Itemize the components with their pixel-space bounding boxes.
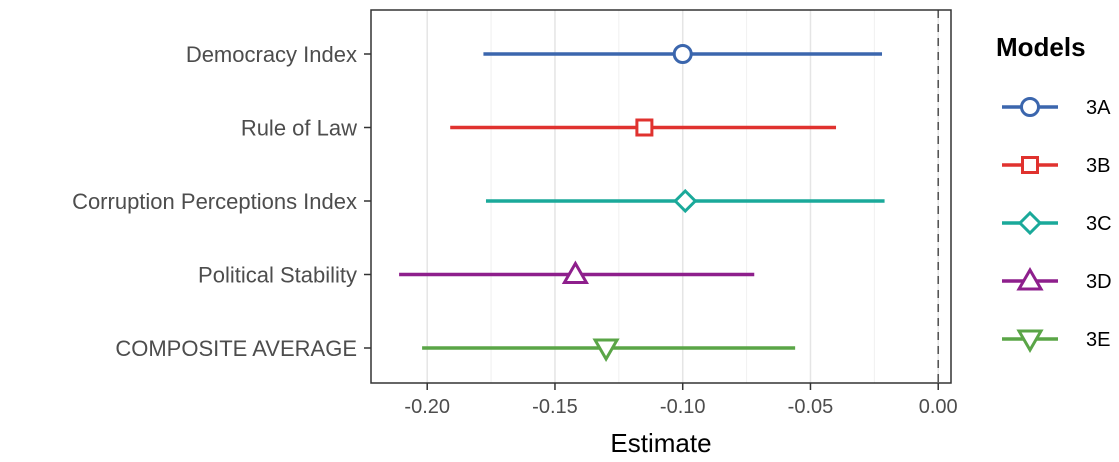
legend-key-marker <box>1017 210 1043 236</box>
series-3b <box>450 118 837 137</box>
y-tick-label: Political Stability <box>198 263 357 288</box>
x-tick-label: -0.05 <box>788 396 834 418</box>
legend-item-3b: 3B <box>1002 155 1110 177</box>
y-tick-label: Corruption Perceptions Index <box>72 189 357 214</box>
y-tick-label: Democracy Index <box>186 42 357 67</box>
legend-label: 3D <box>1086 271 1112 293</box>
series-3d <box>399 260 755 284</box>
legend-item-3d: 3D <box>1002 267 1112 293</box>
legend-label: 3A <box>1086 97 1111 119</box>
series-3a <box>483 44 883 64</box>
plot-panel-border <box>370 9 952 384</box>
legend-key-marker <box>1016 267 1044 291</box>
x-axis-title: Estimate <box>610 428 711 458</box>
legend-label: 3E <box>1086 329 1110 351</box>
point-estimate-3c <box>673 188 698 214</box>
legend: Models 3A 3B 3C 3D 3E <box>996 32 1112 353</box>
legend-key-marker <box>1020 97 1040 117</box>
series-3e <box>422 338 796 362</box>
point-estimate-3d <box>561 260 590 284</box>
legend-key-marker <box>1021 156 1039 174</box>
legend-label: 3C <box>1086 213 1112 235</box>
x-axis: -0.20 -0.15 -0.10 -0.05 0.00 <box>404 383 958 418</box>
x-tick-label: -0.20 <box>404 396 450 418</box>
point-estimate-3e <box>592 338 620 362</box>
legend-item-3c: 3C <box>1002 210 1112 236</box>
series-group <box>399 44 885 362</box>
legend-label: 3B <box>1086 155 1110 177</box>
x-tick-label: -0.15 <box>532 396 578 418</box>
y-axis: Democracy Index Rule of Law Corruption Per… <box>72 42 371 361</box>
legend-item-3e: 3E <box>1002 329 1110 353</box>
y-tick-label: Rule of Law <box>241 116 357 141</box>
legend-key-marker <box>1016 329 1044 353</box>
legend-title: Models <box>996 32 1086 62</box>
point-estimate-3b <box>635 118 654 137</box>
x-tick-label: -0.10 <box>660 396 706 418</box>
legend-item-3a: 3A <box>1002 97 1111 119</box>
x-tick-label: 0.00 <box>919 396 958 418</box>
point-estimate-3a <box>672 44 693 64</box>
series-3c <box>485 188 885 214</box>
y-tick-label: COMPOSITE AVERAGE <box>115 336 357 361</box>
